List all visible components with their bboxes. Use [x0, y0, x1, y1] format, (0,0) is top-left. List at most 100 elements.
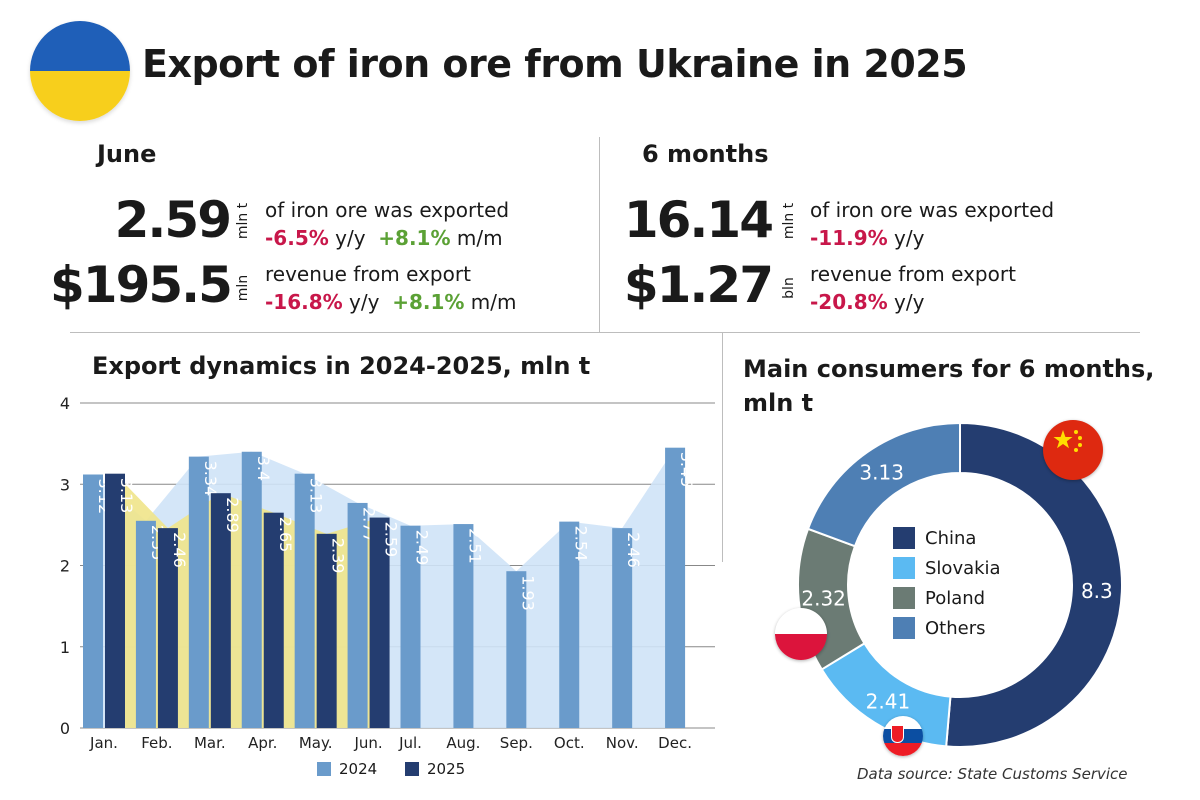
x-tick-label: Mar. — [194, 734, 226, 752]
legend-label-others: Others — [925, 617, 986, 639]
bar-2025 — [105, 473, 125, 728]
legend-swatch-poland — [893, 587, 915, 609]
bar-2024 — [506, 571, 527, 728]
x-tick-label: Jan. — [89, 734, 118, 752]
bar-2024 — [294, 473, 315, 728]
june-revenue-change: -16.8% y/y +8.1% m/m — [265, 290, 516, 314]
bar-2024 — [400, 525, 421, 728]
vertical-divider — [599, 137, 600, 332]
y-tick-label: 4 — [60, 394, 70, 413]
bar-2025-label: 2.65 — [276, 517, 295, 553]
x-tick-label: Dec. — [658, 734, 692, 752]
y-axis-ticks: 0 1 2 3 4 — [60, 394, 70, 738]
bar-2024-label: 2.46 — [624, 532, 643, 568]
donut-legend: China Slovakia Poland Others — [893, 523, 1001, 643]
donut-label-others: 3.13 — [859, 461, 904, 485]
legend-swatch-2025 — [405, 762, 419, 776]
six-months-volume-value: 16.14 — [623, 191, 774, 249]
bar-2025-label: 2.39 — [329, 538, 348, 574]
x-tick-label: Jul. — [398, 734, 422, 752]
bar-2025 — [157, 528, 178, 728]
legend-item-china: China — [893, 523, 1001, 553]
june-revenue-mm: +8.1% — [392, 290, 465, 314]
y-tick-label: 2 — [60, 557, 70, 576]
yy-label: y/y — [335, 226, 366, 250]
china-flag-icon — [1043, 420, 1103, 480]
june-volume-desc: of iron ore was exported — [265, 198, 510, 222]
horizontal-divider — [70, 332, 1140, 333]
six-months-revenue-desc: revenue from export — [810, 262, 1016, 286]
june-volume-change: -6.5% y/y +8.1% m/m — [265, 226, 503, 250]
x-tick-label: Oct. — [554, 734, 585, 752]
bar-2024-label: 3.13 — [307, 478, 326, 514]
june-volume-mm: +8.1% — [378, 226, 451, 250]
donut-label-china: 8.3 — [1081, 579, 1113, 603]
yy-label: y/y — [894, 290, 925, 314]
bar-2024-label: 1.93 — [518, 575, 537, 611]
bar-marks: 3.12 3.132.55 2.463.342.893.42.653.132.392… — [83, 447, 696, 728]
donut-label-poland: 2.32 — [801, 586, 846, 610]
bar-2025 — [316, 533, 337, 728]
x-tick-label: Sep. — [500, 734, 533, 752]
legend-2025: 2025 — [405, 760, 465, 778]
legend-item-poland: Poland — [893, 583, 1001, 613]
mm-label: m/m — [470, 290, 517, 314]
x-tick-label: Feb. — [141, 734, 172, 752]
bar-2024 — [135, 520, 156, 728]
legend-item-slovakia: Slovakia — [893, 553, 1001, 583]
six-months-volume-yy: -11.9% — [810, 226, 888, 250]
june-revenue-value: $195.5 — [50, 256, 233, 314]
bar-2025 — [263, 512, 284, 728]
bar-chart-title: Export dynamics in 2024-2025, mln t — [92, 352, 591, 380]
legend-2024: 2024 — [317, 760, 377, 778]
bar-2024 — [453, 524, 474, 728]
bar-2024 — [612, 528, 633, 728]
six-months-volume-desc: of iron ore was exported — [810, 198, 1055, 222]
data-source: Data source: State Customs Service — [857, 765, 1128, 783]
bar-2025 — [210, 493, 231, 728]
six-months-volume-change: -11.9% y/y — [810, 226, 924, 250]
y-tick-label: 3 — [60, 475, 70, 494]
x-tick-label: May. — [299, 734, 333, 752]
bar-2024-label: 2.49 — [413, 530, 432, 566]
y-tick-label: 0 — [60, 719, 70, 738]
yy-label: y/y — [894, 226, 925, 250]
x-tick-label: Jun. — [353, 734, 382, 752]
x-axis-ticks: Jan. Feb. Mar. Apr. May. Jun. Jul. Aug. Sep. Oct.… — [89, 734, 692, 752]
donut-chart-title: Main consumers for 6 months, mln t — [743, 355, 1155, 417]
legend-label-2025: 2025 — [427, 760, 466, 778]
june-heading: June — [97, 140, 157, 168]
legend-swatch-others — [893, 617, 915, 639]
six-months-heading: 6 months — [642, 140, 769, 168]
x-tick-label: Nov. — [606, 734, 639, 752]
bar-2024 — [347, 502, 368, 728]
legend-item-others: Others — [893, 613, 1001, 643]
donut-slice-china — [945, 421, 1123, 748]
bar-2024-label: 2.54 — [571, 526, 590, 562]
page-title: Export of iron ore from Ukraine in 2025 — [142, 42, 968, 86]
donut-slice-others — [806, 421, 961, 548]
six-months-revenue-change: -20.8% y/y — [810, 290, 924, 314]
bar-2025 — [369, 517, 390, 728]
bar-2024 — [559, 521, 580, 728]
x-tick-label: Aug. — [446, 734, 480, 752]
bar-2024-label: 3.45 — [677, 452, 696, 488]
mm-label: m/m — [456, 226, 503, 250]
june-revenue-unit: mln — [235, 274, 251, 302]
legend-swatch-slovakia — [893, 557, 915, 579]
bar-2024-label: 3.4 — [254, 456, 273, 481]
legend-swatch-2024 — [317, 762, 331, 776]
donut-label-slovakia: 2.41 — [866, 690, 911, 714]
six-months-revenue-yy: -20.8% — [810, 290, 888, 314]
bar-2025-label: 2.46 — [170, 532, 189, 568]
six-months-volume-unit: mln t — [781, 202, 797, 240]
legend-label-china: China — [925, 527, 977, 549]
legend-swatch-china — [893, 527, 915, 549]
y-tick-label: 1 — [60, 638, 70, 657]
legend-label-slovakia: Slovakia — [925, 557, 1001, 579]
bar-2024 — [188, 456, 209, 728]
bar-2024 — [665, 447, 686, 728]
vertical-divider-lower — [722, 332, 723, 562]
june-revenue-desc: revenue from export — [265, 262, 471, 286]
